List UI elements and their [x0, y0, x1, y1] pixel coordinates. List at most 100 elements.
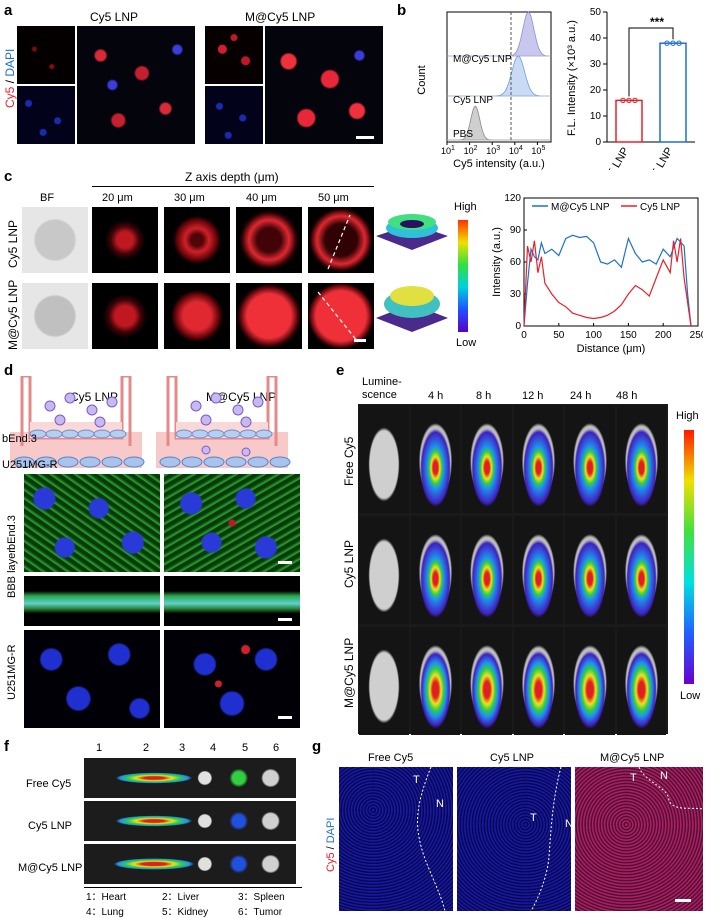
- schematic-nanoparticle: [210, 392, 222, 404]
- transwell-right: [156, 376, 288, 468]
- panel-label-e: e: [336, 362, 345, 379]
- schematic-u251-cell: [203, 456, 225, 468]
- panel-f-legend-kidney: 5：Kidney: [162, 907, 209, 918]
- schematic-u251-cell: [57, 456, 79, 468]
- flow-ylabel: Count: [416, 65, 428, 94]
- boundary-mcy5lnp: [638, 767, 703, 810]
- panel-f-col-number: 1: [96, 742, 103, 754]
- flow-frame: [446, 11, 552, 143]
- series-mcy5lnp: [523, 234, 692, 327]
- panel-g-freecy5: [339, 767, 453, 911]
- line-xtick-label: 100: [585, 330, 602, 341]
- flow-xlabel: Cy5 intensity (a.u.): [453, 158, 545, 170]
- flow-xtick-label: 102: [464, 145, 478, 156]
- flow-xtick-label: 104: [509, 145, 523, 156]
- panel-c-bf-label: BF: [40, 192, 55, 204]
- schematic-u251-cell: [123, 456, 145, 468]
- bar-ytick-label: 40: [590, 33, 602, 44]
- flow-xtick-label: 105: [531, 145, 545, 156]
- schematic-nanoparticle: [240, 416, 252, 428]
- mouse-image: [513, 405, 563, 513]
- schematic-nanoparticle-crossed: [241, 447, 251, 457]
- schematic-bend3-cell: [61, 429, 79, 439]
- panel-c-scalebar: [354, 339, 366, 342]
- bar-significance: ***: [650, 15, 664, 29]
- panel-d-u251-cy5lnp: [24, 630, 160, 728]
- schematic-bend3-cell: [255, 429, 273, 439]
- schematic-u251-cell: [101, 456, 123, 468]
- bar-point: [670, 40, 676, 46]
- panel-e-scale-low: Low: [680, 690, 701, 702]
- panel-c-row-mcy5lnp: M@Cy5 LNP: [6, 279, 20, 350]
- panel-f-legend-heart: 1：Heart: [86, 892, 127, 903]
- mouse-image: [565, 516, 615, 624]
- mouse-image: [359, 405, 409, 513]
- mouse-image: [616, 405, 666, 513]
- panel-f-legend-lung: 4：Lung: [86, 907, 124, 918]
- panel-c-z-title: Z axis depth (μm): [185, 170, 279, 184]
- panel-c-profile-line-2: [317, 291, 359, 343]
- panel-a-dapi-inset-2: [205, 86, 263, 144]
- schematic-u251-cell: [225, 456, 247, 468]
- bar-point: [664, 40, 670, 46]
- panel-f-organ-strip: [84, 801, 296, 841]
- panel-f-legend-rule: [84, 887, 302, 888]
- panel-d-row-bend3: bEnd.3: [6, 515, 18, 550]
- panel-label-f: f: [4, 738, 9, 755]
- transwell-cells: [13, 392, 291, 468]
- transwell-left: [10, 376, 142, 468]
- panel-c-depth-30: 30 μm: [174, 192, 205, 204]
- panel-c-mcy5-40um: [236, 283, 302, 349]
- panel-g-mcy5lnp-T: T: [630, 772, 637, 784]
- panel-g-cy5lnp-N: N: [565, 818, 573, 830]
- significance-bracket: [628, 27, 674, 97]
- panel-f-col-number: 6: [273, 742, 280, 754]
- panel-f-col-number: 2: [143, 742, 150, 754]
- bar-point: [632, 97, 638, 104]
- panel-g-scalebar: [675, 899, 691, 902]
- panel-c-profile-line-1: [327, 214, 351, 270]
- panel-d-row-bbb: BBB layer: [6, 549, 18, 598]
- mouse-image: [410, 405, 460, 513]
- panel-g-freecy5-N: N: [436, 798, 444, 810]
- panel-f-legend-liver: 2：Liver: [162, 892, 200, 903]
- line-chart-series: [523, 234, 692, 327]
- panel-d-bbb-mcy5lnp: [164, 576, 300, 626]
- flow-label-mcy5: M@Cy5 LNP: [453, 54, 512, 65]
- line-ytick-label: 60: [510, 257, 522, 268]
- panel-d-scalebar-1: [278, 561, 292, 564]
- bar-cy5lnp: [615, 99, 643, 143]
- schematic-nanoparticle: [44, 400, 56, 412]
- mouse-image: [410, 627, 460, 735]
- panel-c-row-cy5lnp: Cy5 LNP: [6, 219, 20, 268]
- schematic-bend3-cell: [109, 429, 127, 439]
- panel-e-scale-high: High: [676, 410, 699, 422]
- flow-label-cy5: Cy5 LNP: [453, 95, 493, 106]
- flow-xticks: 101 102 103 104 105: [441, 142, 545, 156]
- line-ytick-label: 30: [510, 289, 522, 300]
- mouse-image: [359, 516, 409, 624]
- bar-mcy5lnp: [659, 42, 687, 143]
- flow-hist-mcy5: [447, 11, 551, 57]
- line-xtick-label: 50: [553, 330, 565, 341]
- mouse-image: [462, 627, 512, 735]
- boundary-cy5lnp: [530, 767, 562, 911]
- panel-e-row-mcy5lnp: M@Cy5 LNP: [342, 637, 356, 708]
- bar-ytick-label: 50: [590, 7, 602, 18]
- mouse-image: [565, 627, 615, 735]
- panel-a-merge-cy5lnp: [77, 26, 195, 144]
- panel-e-mice-grid: [358, 404, 668, 735]
- bar-ytick-label: 20: [590, 85, 602, 96]
- panel-c-depth-20: 20 μm: [102, 192, 133, 204]
- panel-c-line-chart: 0 30 60 90 120 0 50 100 150 200 250 M@Cy5 LNP Cy5 …: [491, 193, 703, 355]
- panel-f-row-cy5lnp: Cy5 LNP: [28, 820, 73, 832]
- panel-a-cy5-inset-1: [17, 26, 75, 84]
- panel-c-3d-surfaces: High Low: [376, 201, 477, 349]
- panel-e-time-48h: 48 h: [616, 390, 638, 402]
- schematic-nanoparticle: [252, 396, 264, 408]
- panel-f-organ-strip: [84, 758, 296, 798]
- panel-f-organ-strip: [84, 844, 296, 884]
- panel-d-layer-u251: U251MG-R: [2, 459, 58, 471]
- schematic-nanoparticle: [64, 392, 76, 404]
- legend-label-cy5: Cy5 LNP: [640, 202, 680, 213]
